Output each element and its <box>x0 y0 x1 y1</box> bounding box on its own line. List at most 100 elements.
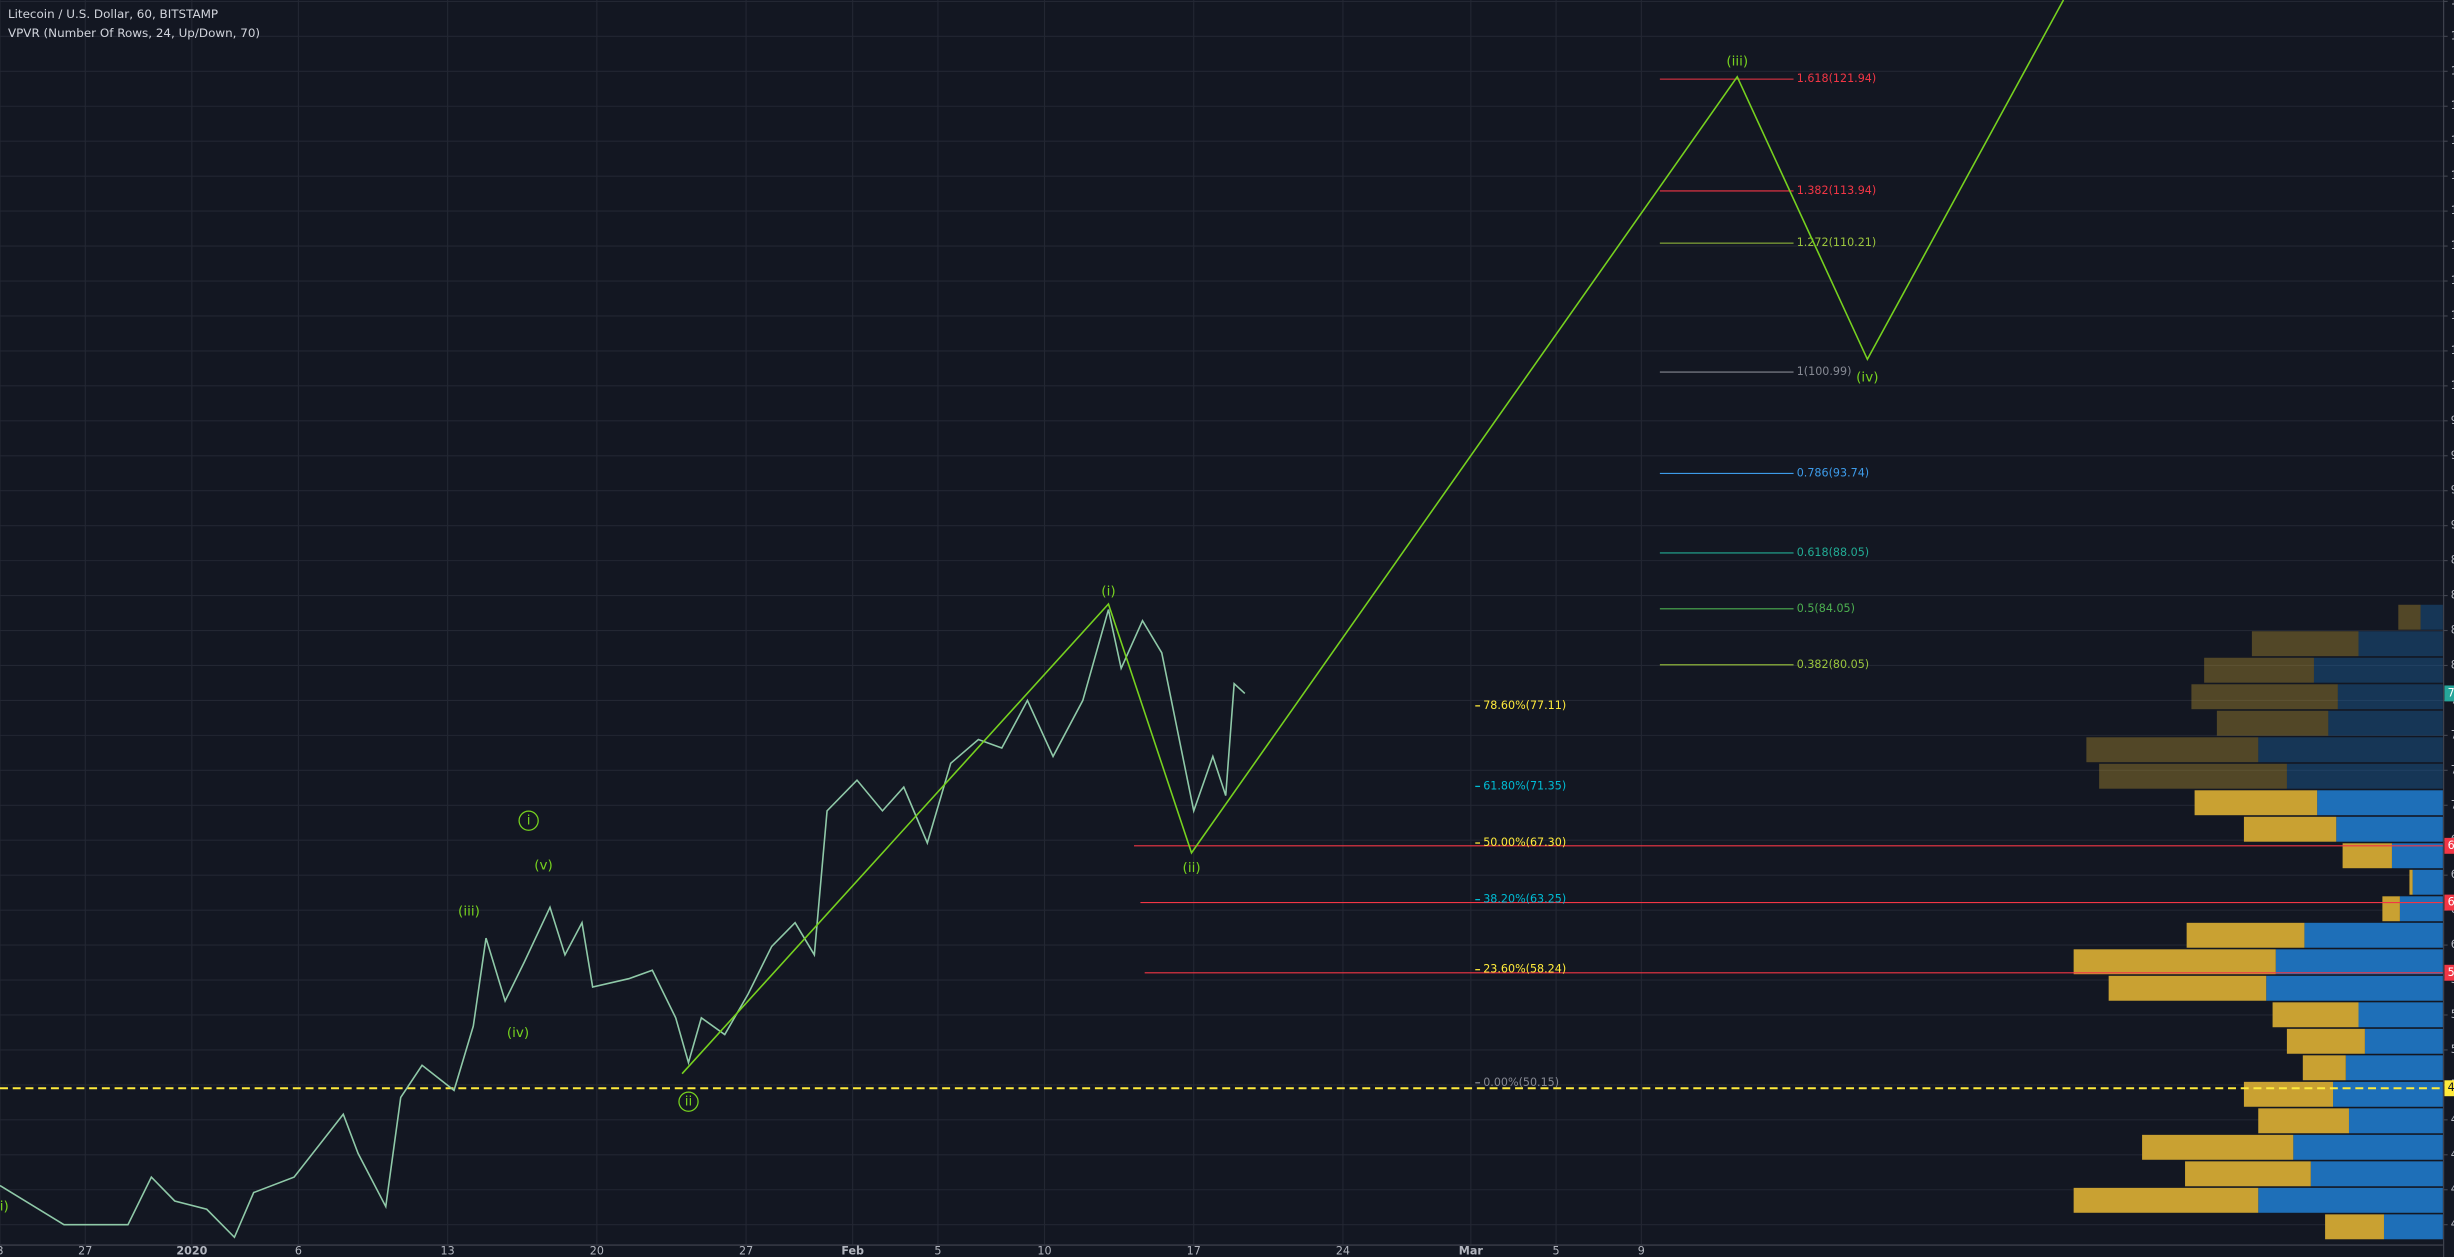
volume-down-bar <box>2108 975 2267 1001</box>
last-price-label: 78.00 <box>2448 686 2454 699</box>
price-label: 49.76 <box>2448 1081 2454 1094</box>
volume-up-bar <box>2420 604 2443 630</box>
x-tick-label: Mar <box>1459 1244 1484 1257</box>
volume-down-bar <box>2302 1055 2346 1081</box>
y-tick-label: 92.50 <box>2451 484 2454 497</box>
y-tick-label: 75.00 <box>2451 728 2454 741</box>
y-tick-label: 107.50 <box>2451 274 2454 287</box>
volume-down-bar <box>2194 790 2318 816</box>
y-tick-label: 90.00 <box>2451 519 2454 532</box>
wave-label-circle <box>678 1091 699 1112</box>
indicator-legend: VPVR (Number Of Rows, 24, Up/Down, 70) <box>8 26 260 40</box>
y-tick-label: 125.00 <box>2451 29 2454 42</box>
y-tick-label: 115.00 <box>2451 169 2454 182</box>
wave-label: (iv) <box>507 1025 529 1041</box>
volume-up-bar <box>2358 1002 2443 1028</box>
x-tick-label: 20 <box>590 1244 604 1257</box>
volume-up-bar <box>2317 790 2443 816</box>
volume-down-bar <box>2382 896 2400 922</box>
volume-down-bar <box>2185 1161 2311 1187</box>
price-label-box <box>2444 1080 2454 1097</box>
wave-label: (v) <box>534 857 553 873</box>
volume-up-bar <box>2399 896 2443 922</box>
volume-up-bar <box>2266 975 2443 1001</box>
fib-retracement-label: 23.60%(58.24) <box>1483 963 1566 976</box>
fib-extension-label: 0.382(80.05) <box>1797 658 1869 671</box>
volume-down-bar <box>2286 1028 2365 1054</box>
x-tick-label: 10 <box>1037 1244 1051 1257</box>
wave-label-circle <box>518 810 539 831</box>
price-label: 58.02 <box>2448 966 2454 979</box>
volume-down-bar <box>2073 949 2276 975</box>
y-tick-label: 60.00 <box>2451 938 2454 951</box>
y-tick-label: 80.00 <box>2451 658 2454 671</box>
x-tick-label: 17 <box>1187 1244 1201 1257</box>
wave-label: (i) <box>1101 583 1115 599</box>
x-tick-label: 9 <box>1638 1244 1645 1257</box>
y-tick-label: 127.50 <box>2451 0 2454 7</box>
volume-up-bar <box>2337 684 2443 710</box>
x-tick-label: 24 <box>1336 1244 1350 1257</box>
y-tick-label: 97.50 <box>2451 414 2454 427</box>
y-tick-label: 72.50 <box>2451 763 2454 776</box>
price-label: 67.10 <box>2448 839 2454 852</box>
volume-up-bar <box>2258 737 2443 763</box>
fib-retracement-label: 50.00%(67.30) <box>1483 836 1566 849</box>
price-label-box <box>2444 894 2454 911</box>
price-line-series <box>0 609 1246 1239</box>
y-tick-label: 47.50 <box>2451 1113 2454 1126</box>
y-tick-label: 45.00 <box>2451 1148 2454 1161</box>
x-tick-label: Feb <box>841 1244 864 1257</box>
volume-up-bar <box>2275 949 2443 975</box>
volume-down-bar <box>2398 604 2421 630</box>
wave-label: (ii) <box>1183 860 1201 876</box>
volume-up-bar <box>2304 922 2443 948</box>
volume-up-bar <box>2358 631 2443 657</box>
volume-down-bar <box>2342 843 2392 869</box>
x-tick-label: 6 <box>295 1244 302 1257</box>
last-price-box <box>2444 685 2454 702</box>
y-tick-label: 110.00 <box>2451 239 2454 252</box>
x-tick-label: 3 <box>0 1244 4 1257</box>
volume-up-bar <box>2348 1108 2443 1134</box>
fib-extension-label: 0.786(93.74) <box>1797 466 1869 479</box>
fib-retracement-label: 0.00%(50.15) <box>1483 1076 1559 1089</box>
fib-retracement-label: 78.60%(77.11) <box>1483 699 1566 712</box>
y-tick-label: 120.00 <box>2451 99 2454 112</box>
volume-up-bar <box>2286 763 2443 789</box>
volume-up-bar <box>2391 843 2443 869</box>
fib-extension-label: 0.5(84.05) <box>1797 602 1855 615</box>
wave-label: (iii) <box>1726 54 1748 70</box>
y-tick-label: 105.00 <box>2451 309 2454 322</box>
y-tick-label: 65.00 <box>2451 868 2454 881</box>
x-tick-label: 5 <box>1553 1244 1560 1257</box>
wave-label: i) <box>0 1199 9 1215</box>
x-tick-label: 13 <box>441 1244 455 1257</box>
fib-extension-label: 1.382(113.94) <box>1797 184 1876 197</box>
fib-extension-label: 1.618(121.94) <box>1797 72 1876 85</box>
y-tick-label: 82.50 <box>2451 624 2454 637</box>
volume-down-bar <box>2243 816 2337 842</box>
volume-up-bar <box>2328 710 2443 736</box>
y-tick-label: 100.00 <box>2451 379 2454 392</box>
y-tick-label: 102.50 <box>2451 344 2454 357</box>
fib-retracement-label: 61.80%(71.35) <box>1483 779 1566 792</box>
volume-up-bar <box>2258 1187 2443 1213</box>
y-tick-label: 112.50 <box>2451 204 2454 217</box>
elliott-wave <box>681 0 2065 1075</box>
volume-down-bar <box>2258 1108 2349 1134</box>
volume-up-bar <box>2313 657 2443 683</box>
volume-down-bar <box>2086 737 2259 763</box>
price-label: 63.04 <box>2448 896 2454 909</box>
y-tick-label: 55.00 <box>2451 1008 2454 1021</box>
wave-label: (iv) <box>1856 369 1878 385</box>
volume-down-bar <box>2186 922 2305 948</box>
y-tick-label: 95.00 <box>2451 449 2454 462</box>
wave-label: (iii) <box>458 904 480 920</box>
volume-down-bar <box>2243 1081 2334 1107</box>
volume-down-bar <box>2191 684 2338 710</box>
volume-up-bar <box>2310 1161 2443 1187</box>
y-tick-label: 122.50 <box>2451 64 2454 77</box>
